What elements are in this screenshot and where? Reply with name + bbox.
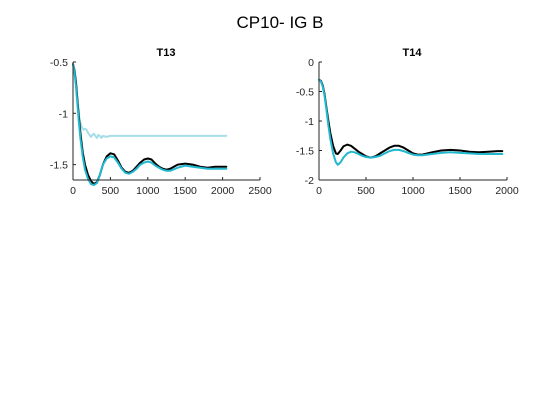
plot-area-t14: 0 500 1000 1500 2000 0 -0.5 -1 -1.5 -2 [296,57,519,197]
subplot-title-t14: T14 [403,47,423,59]
figure-title: CP10- IG B [237,13,324,32]
x-tick-label-t13: 2000 [211,185,235,197]
series-line-t13-3 [72,63,228,187]
series-line-t14-2 [318,78,504,166]
y-tick-label-t13: -1.5 [50,160,68,172]
series-line-t14-1 [318,78,504,159]
x-tick-label-t13: 0 [70,185,76,197]
y-tick-label-t13: -0.5 [50,57,68,69]
y-tick-label-t13: -1 [59,108,68,120]
y-tick-label-t14: 0 [308,57,314,69]
x-tick-label-t13: 1500 [174,185,198,197]
x-tick-label-t13: 1000 [136,185,160,197]
x-tick-label-t14: 1500 [448,185,472,197]
x-tick-label-t13: 2500 [248,185,272,197]
series-line-t13-2 [72,63,228,186]
y-tick-label-t14: -2 [305,175,314,187]
subplot-t13: T13 0 500 1000 1500 2000 2500 -0.5 -1 -1.5 [50,47,272,197]
x-tick-label-t14: 500 [357,185,375,197]
subplot-title-t13: T13 [157,47,176,59]
y-tick-label-t14: -0.5 [296,87,314,99]
y-tick-label-t14: -1.5 [296,146,314,158]
subplot-t14: T14 0 500 1000 1500 2000 0 -0.5 -1 -1.5 -2 [296,47,519,197]
series-line-t13-1 [72,63,228,139]
plot-area-t13: 0 500 1000 1500 2000 2500 -0.5 -1 -1.5 [50,57,272,197]
x-tick-label-t13: 500 [102,185,120,197]
y-tick-label-t14: -1 [305,116,314,128]
x-tick-label-t14: 2000 [495,185,519,197]
x-tick-label-t14: 0 [316,185,322,197]
x-tick-label-t14: 1000 [401,185,425,197]
